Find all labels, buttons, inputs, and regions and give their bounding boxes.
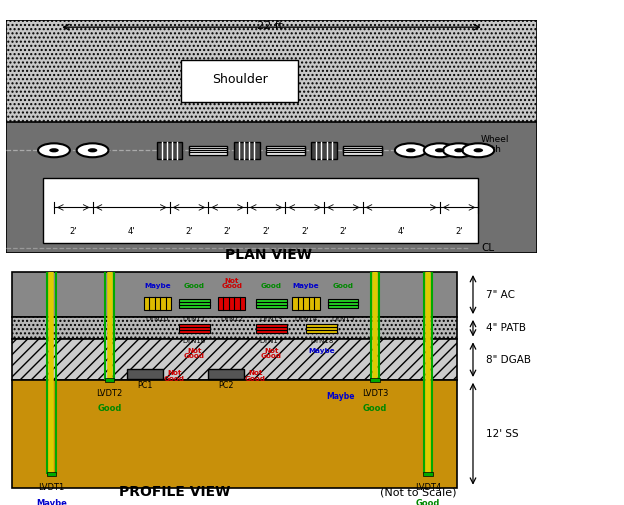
Text: Good: Good bbox=[416, 499, 440, 505]
Text: DYN18: DYN18 bbox=[310, 338, 333, 344]
Bar bbox=[144, 297, 171, 310]
Text: Not
Good: Not Good bbox=[164, 371, 185, 382]
Bar bbox=[311, 141, 337, 159]
Bar bbox=[370, 378, 379, 382]
Text: 8" DGAB: 8" DGAB bbox=[486, 355, 531, 365]
Bar bbox=[11, 272, 457, 317]
Text: Not
Good: Not Good bbox=[221, 278, 242, 289]
Text: Good: Good bbox=[97, 405, 122, 413]
Bar bbox=[182, 60, 298, 102]
Text: (Not to Scale): (Not to Scale) bbox=[380, 487, 456, 497]
Text: Not
Good: Not Good bbox=[261, 348, 282, 360]
Bar bbox=[423, 472, 432, 476]
Text: Good: Good bbox=[363, 405, 387, 413]
Circle shape bbox=[49, 148, 59, 153]
Circle shape bbox=[395, 143, 427, 157]
Bar bbox=[266, 146, 305, 155]
Bar bbox=[218, 297, 245, 310]
Text: LVDT2: LVDT2 bbox=[97, 389, 123, 398]
Circle shape bbox=[77, 143, 109, 157]
Text: Maybe: Maybe bbox=[293, 283, 319, 289]
Text: 4" PATB: 4" PATB bbox=[486, 323, 526, 333]
Circle shape bbox=[454, 148, 464, 153]
Bar bbox=[328, 299, 358, 308]
Text: 2': 2' bbox=[301, 227, 308, 236]
Text: LVDT1: LVDT1 bbox=[38, 483, 64, 492]
Text: DYN14: DYN14 bbox=[295, 316, 318, 322]
Text: PC1: PC1 bbox=[137, 381, 153, 390]
Text: 22 ft.: 22 ft. bbox=[256, 21, 286, 31]
Text: DYN16: DYN16 bbox=[183, 338, 206, 344]
Text: Wheel
Path: Wheel Path bbox=[481, 135, 509, 154]
Bar bbox=[234, 141, 260, 159]
Bar bbox=[105, 378, 114, 382]
Bar bbox=[11, 339, 457, 380]
Text: Good: Good bbox=[261, 283, 282, 289]
Bar bbox=[157, 141, 182, 159]
Bar bbox=[179, 299, 210, 308]
Text: Maybe: Maybe bbox=[144, 283, 171, 289]
Bar bbox=[292, 297, 319, 310]
Text: DYN17: DYN17 bbox=[260, 338, 283, 344]
Text: 2': 2' bbox=[262, 227, 270, 236]
Text: Good: Good bbox=[333, 283, 354, 289]
Text: DYN13: DYN13 bbox=[260, 316, 283, 322]
Text: DYN12: DYN12 bbox=[220, 316, 243, 322]
Text: DYN15: DYN15 bbox=[331, 316, 354, 322]
Bar bbox=[127, 370, 163, 379]
Text: Maybe: Maybe bbox=[36, 499, 67, 505]
Bar bbox=[44, 178, 478, 243]
Circle shape bbox=[462, 143, 494, 157]
Circle shape bbox=[474, 148, 483, 153]
Bar bbox=[256, 324, 287, 333]
Text: 2': 2' bbox=[456, 227, 463, 236]
Bar bbox=[11, 380, 457, 488]
Text: 4': 4' bbox=[397, 227, 405, 236]
Circle shape bbox=[424, 143, 456, 157]
Text: 12' SS: 12' SS bbox=[486, 429, 519, 439]
Text: PLAN VIEW: PLAN VIEW bbox=[225, 248, 312, 262]
Text: Good: Good bbox=[184, 283, 205, 289]
Bar bbox=[343, 146, 382, 155]
Bar bbox=[6, 20, 537, 122]
Bar bbox=[189, 146, 227, 155]
Text: PC2: PC2 bbox=[218, 381, 234, 390]
Circle shape bbox=[38, 143, 70, 157]
Bar bbox=[6, 48, 537, 252]
Text: 2': 2' bbox=[224, 227, 232, 236]
Text: Maybe: Maybe bbox=[308, 348, 335, 354]
Text: LVDT3: LVDT3 bbox=[362, 389, 388, 398]
Text: Not
Good: Not Good bbox=[245, 371, 266, 382]
Text: CL: CL bbox=[481, 243, 494, 253]
Text: Maybe: Maybe bbox=[326, 392, 354, 401]
Bar bbox=[47, 472, 56, 476]
Text: Shoulder: Shoulder bbox=[212, 73, 268, 86]
Text: 2': 2' bbox=[185, 227, 193, 236]
Bar bbox=[306, 324, 337, 333]
Text: LVDT4: LVDT4 bbox=[415, 483, 441, 492]
Bar bbox=[179, 324, 210, 333]
Circle shape bbox=[435, 148, 444, 153]
Circle shape bbox=[406, 148, 416, 153]
Text: PROFILE VIEW: PROFILE VIEW bbox=[119, 485, 230, 499]
Text: DYN10: DYN10 bbox=[146, 316, 169, 322]
Text: 7" AC: 7" AC bbox=[486, 289, 515, 299]
Text: 2': 2' bbox=[69, 227, 77, 236]
Bar bbox=[11, 317, 457, 339]
Circle shape bbox=[88, 148, 97, 153]
Bar bbox=[256, 299, 287, 308]
Text: 4': 4' bbox=[127, 227, 135, 236]
Text: DYN11: DYN11 bbox=[183, 316, 206, 322]
Text: 2': 2' bbox=[339, 227, 347, 236]
Bar bbox=[208, 370, 245, 379]
Text: Not
Good: Not Good bbox=[184, 348, 205, 360]
Circle shape bbox=[443, 143, 475, 157]
